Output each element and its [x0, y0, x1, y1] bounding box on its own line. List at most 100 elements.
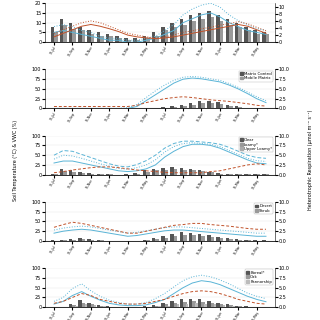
Bar	[174, 169, 177, 175]
Bar	[235, 239, 238, 241]
Bar	[97, 173, 100, 175]
Bar	[202, 236, 205, 241]
Bar	[63, 240, 67, 241]
Bar	[170, 23, 174, 42]
Bar	[109, 36, 113, 42]
Bar	[216, 237, 220, 241]
Bar	[226, 304, 229, 307]
Bar	[60, 19, 63, 42]
Bar	[152, 238, 156, 241]
Bar	[69, 304, 72, 307]
Bar	[72, 305, 76, 307]
Bar	[63, 25, 67, 42]
Bar	[161, 303, 164, 307]
Bar	[253, 30, 257, 42]
Bar	[87, 302, 91, 307]
Bar	[192, 21, 196, 42]
Bar	[180, 19, 183, 42]
Bar	[211, 237, 214, 241]
Bar	[216, 302, 220, 307]
Bar	[82, 30, 85, 42]
Bar	[164, 304, 168, 307]
Bar	[100, 36, 104, 42]
Bar	[202, 103, 205, 108]
Bar	[204, 304, 207, 307]
Bar	[207, 236, 211, 241]
Bar	[192, 170, 196, 175]
Bar	[174, 303, 177, 307]
Text: Heterotrophic Respiration (μmol m⁻² s⁻¹): Heterotrophic Respiration (μmol m⁻² s⁻¹)	[308, 110, 313, 210]
Bar	[164, 30, 168, 42]
Bar	[60, 240, 63, 241]
Bar	[189, 299, 192, 307]
Bar	[189, 15, 192, 42]
Bar	[146, 38, 150, 42]
Bar	[248, 30, 251, 42]
Text: Soil Temperature (°C) & VWC (%): Soil Temperature (°C) & VWC (%)	[13, 119, 18, 201]
Bar	[85, 304, 87, 307]
Bar	[124, 38, 128, 42]
Bar	[146, 240, 150, 241]
Bar	[69, 170, 72, 175]
Bar	[180, 105, 183, 108]
Bar	[164, 238, 168, 241]
Bar	[137, 173, 140, 175]
Bar	[174, 107, 177, 108]
Bar	[198, 300, 202, 307]
Bar	[54, 32, 58, 42]
Bar	[100, 240, 104, 241]
Bar	[192, 105, 196, 108]
Bar	[202, 19, 205, 42]
Bar	[72, 28, 76, 42]
Bar	[214, 304, 216, 307]
Bar	[229, 305, 233, 307]
Bar	[192, 301, 196, 307]
Legend: Boreal*, Oak, Pannorship: Boreal*, Oak, Pannorship	[245, 269, 273, 285]
Bar	[211, 17, 214, 42]
Bar	[253, 174, 257, 175]
Bar	[106, 174, 109, 175]
Bar	[54, 174, 58, 175]
Bar	[124, 174, 128, 175]
Bar	[161, 107, 164, 108]
Bar	[87, 30, 91, 42]
Bar	[143, 240, 146, 241]
Bar	[91, 173, 94, 175]
Bar	[69, 23, 72, 42]
Bar	[100, 306, 104, 307]
Bar	[226, 173, 229, 175]
Bar	[216, 102, 220, 108]
Bar	[156, 36, 159, 42]
Bar	[170, 301, 174, 307]
Bar	[226, 105, 229, 108]
Bar	[100, 174, 104, 175]
Bar	[220, 238, 223, 241]
Bar	[207, 172, 211, 175]
Bar	[91, 240, 94, 241]
Bar	[229, 25, 233, 42]
Bar	[170, 106, 174, 108]
Bar	[133, 38, 137, 42]
Bar	[82, 173, 85, 175]
Bar	[232, 306, 235, 307]
Bar	[78, 238, 82, 241]
Bar	[244, 240, 248, 241]
Bar	[156, 239, 159, 241]
Bar	[198, 234, 202, 241]
Bar	[235, 306, 238, 307]
Bar	[156, 170, 159, 175]
Bar	[180, 168, 183, 175]
Bar	[128, 40, 131, 42]
Bar	[238, 240, 242, 241]
Bar	[189, 233, 192, 241]
Bar	[51, 27, 54, 42]
Bar	[248, 240, 251, 241]
Bar	[180, 300, 183, 307]
Bar	[177, 304, 179, 307]
Bar	[229, 106, 233, 108]
Bar	[82, 302, 85, 307]
Bar	[226, 238, 229, 241]
Bar	[235, 23, 238, 42]
Bar	[207, 301, 211, 307]
Bar	[78, 300, 82, 307]
